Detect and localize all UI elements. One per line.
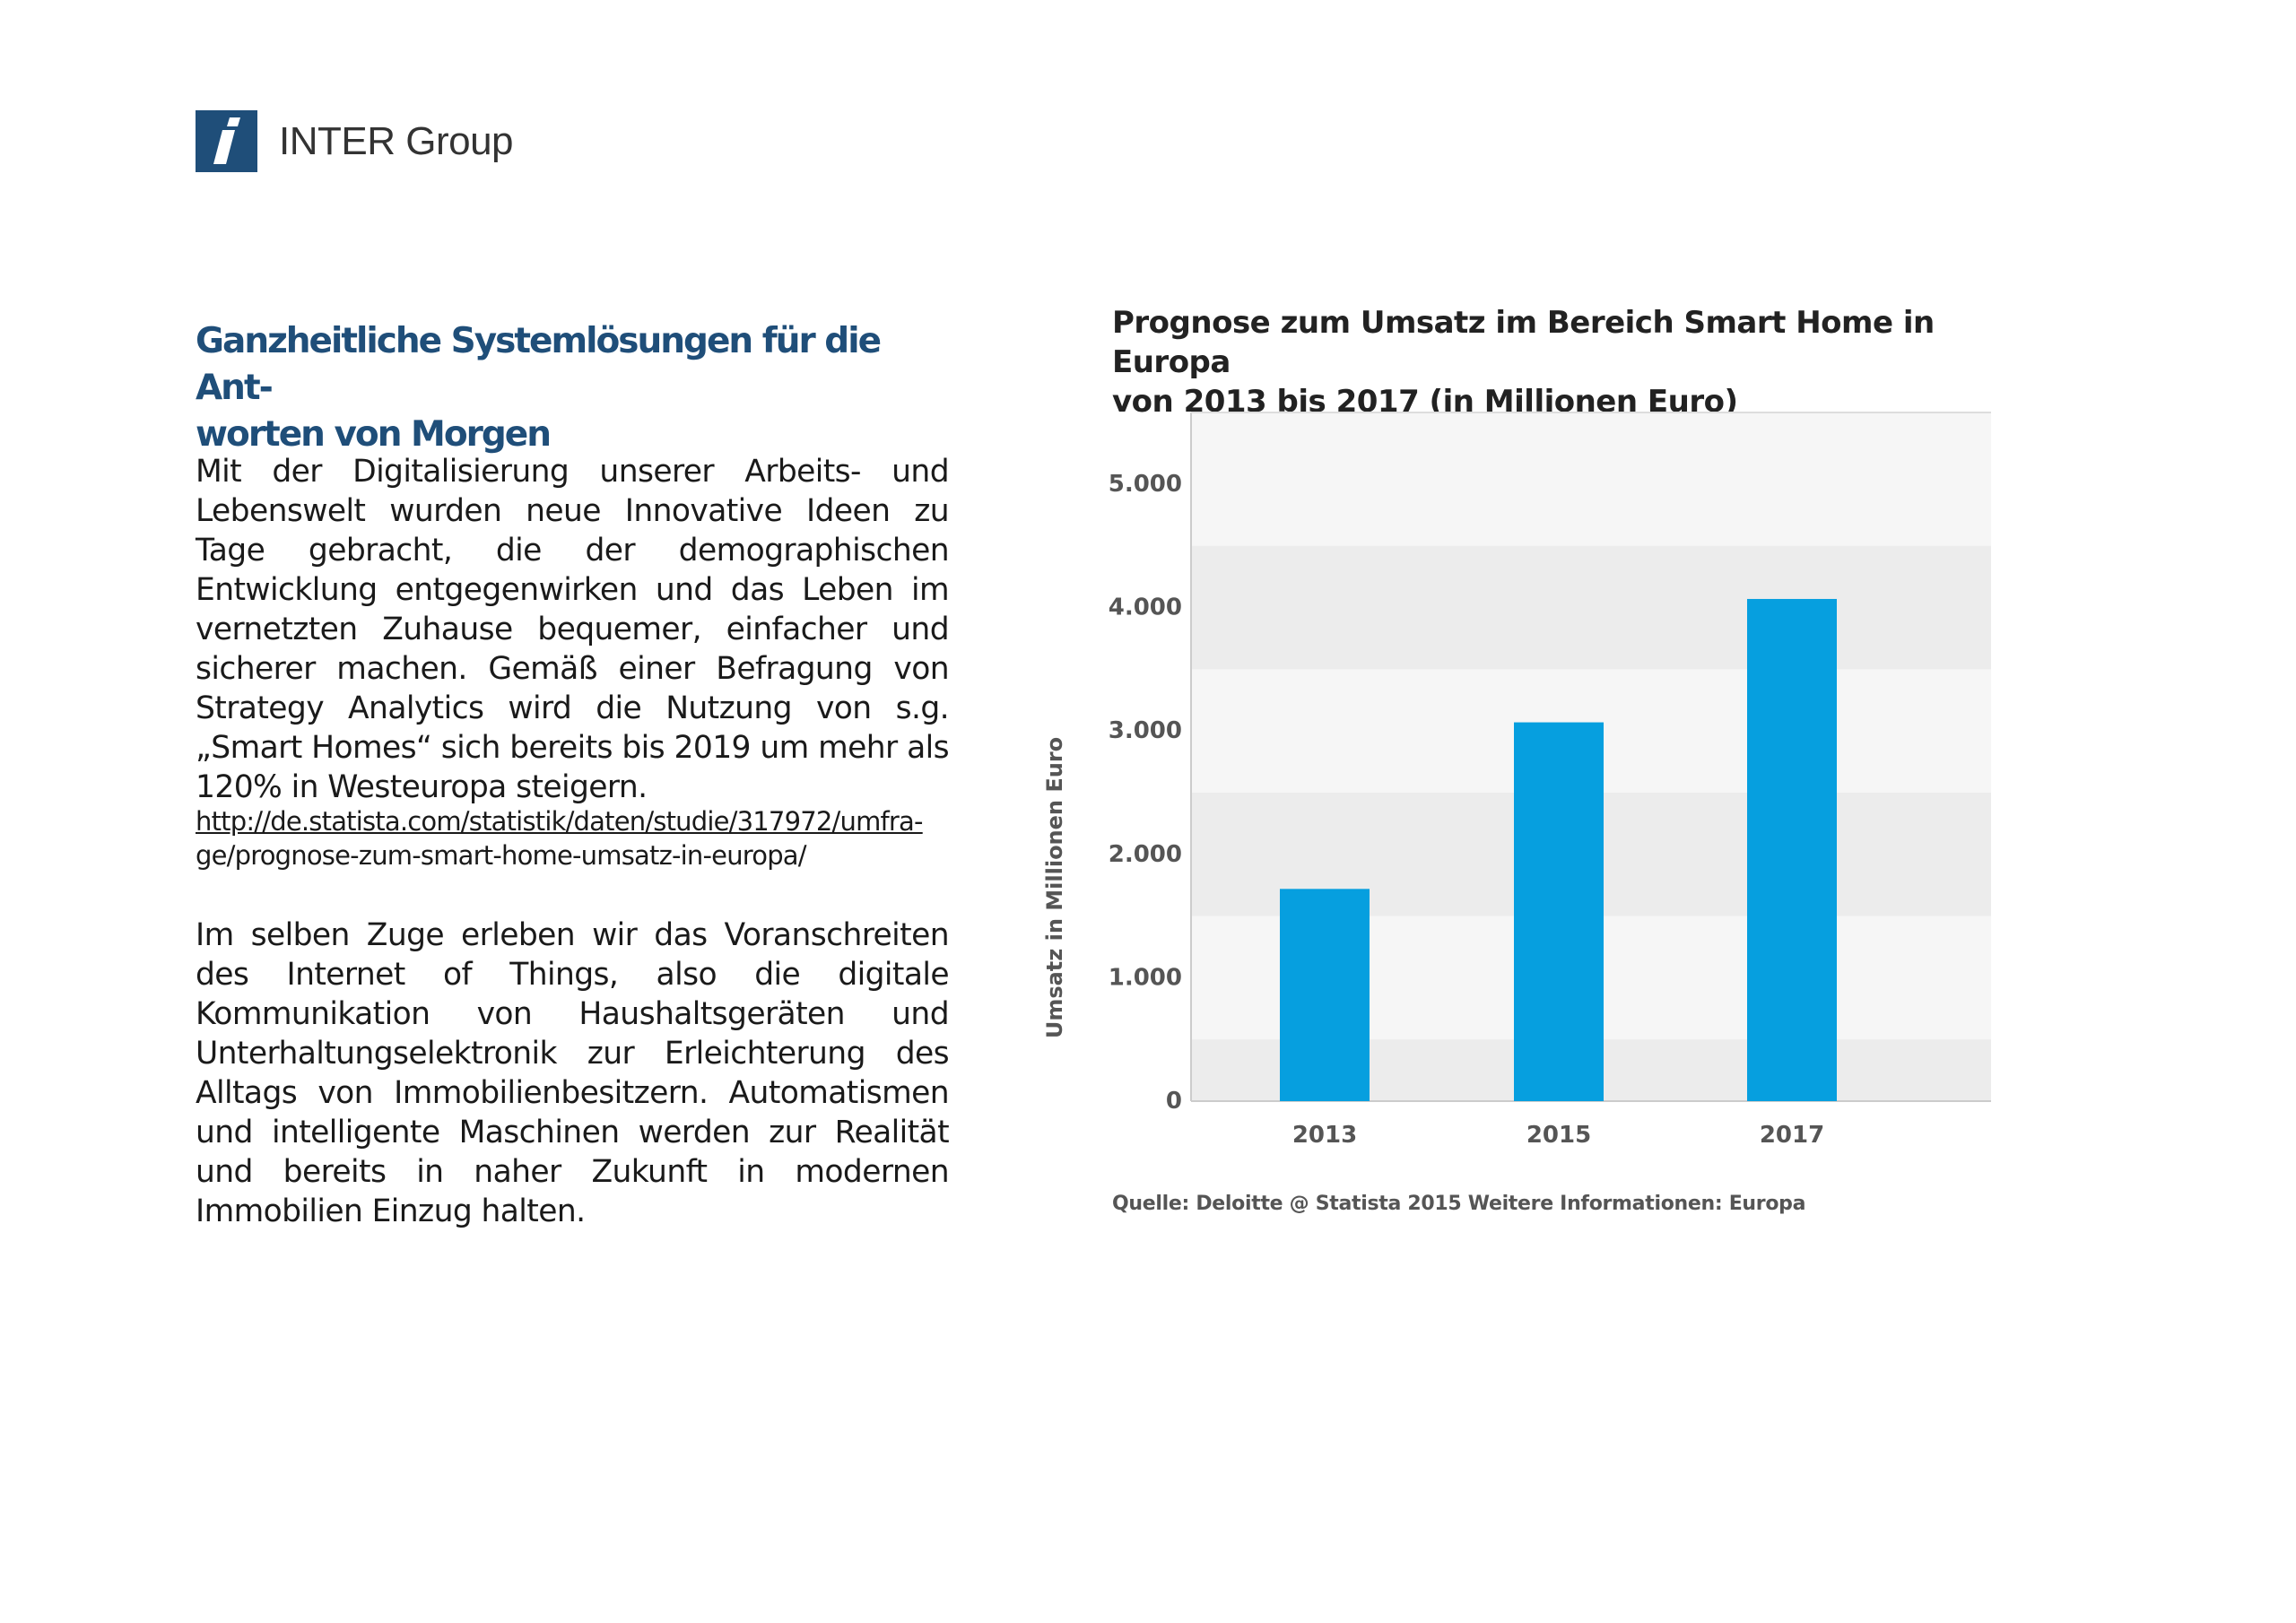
headline-line-2: worten von Morgen xyxy=(196,414,552,455)
x-tick-label: 2013 xyxy=(1292,1122,1357,1149)
source-link-line-1[interactable]: http://de.statista.com/statistik/daten/s… xyxy=(196,806,924,837)
logo-mark-icon xyxy=(196,110,257,172)
y-tick-label: 5.000 xyxy=(1109,471,1182,498)
body-paragraph-1: Mit der Digitalisierung unserer Arbeits-… xyxy=(196,454,950,805)
page-headline: Ganzheitliche Systemlösungen für die Ant… xyxy=(196,318,949,458)
chart-source-note: Quelle: Deloitte @ Statista 2015 Weitere… xyxy=(1112,1193,1806,1215)
brand-name: INTER Group xyxy=(279,118,514,163)
y-tick-label: 0 xyxy=(1166,1088,1182,1115)
bar-2013 xyxy=(1280,889,1370,1101)
body-paragraph-2: Im selben Zuge erleben wir das Voranschr… xyxy=(196,917,950,1229)
y-tick-label: 3.000 xyxy=(1109,717,1182,744)
x-tick-label: 2017 xyxy=(1760,1122,1824,1149)
chart-title-line-1: Prognose zum Umsatz im Bereich Smart Hom… xyxy=(1112,305,1935,380)
y-tick-label: 2.000 xyxy=(1109,841,1182,868)
source-link-line-2[interactable]: ge/prognose-zum-smart-home-umsatz-in-eur… xyxy=(196,840,807,871)
bar-2017 xyxy=(1747,598,1837,1101)
source-link[interactable]: http://de.statista.com/statistik/daten/s… xyxy=(196,804,949,872)
bar-chart: 0 1.000 2.000 3.000 4.000 5.000 2013 2015 2017 xyxy=(1109,412,1991,1149)
y-tick-label: 4.000 xyxy=(1109,595,1182,621)
x-tick-label: 2015 xyxy=(1526,1122,1591,1149)
chart-y-axis-label: Umsatz in Millionen Euro xyxy=(1042,736,1067,1039)
y-tick-label: 1.000 xyxy=(1109,964,1182,991)
headline-line-1: Ganzheitliche Systemlösungen für die Ant… xyxy=(196,321,882,408)
grid-band xyxy=(1191,545,1991,670)
bar-2015 xyxy=(1514,722,1604,1101)
brand-logo: INTER Group xyxy=(196,110,514,172)
